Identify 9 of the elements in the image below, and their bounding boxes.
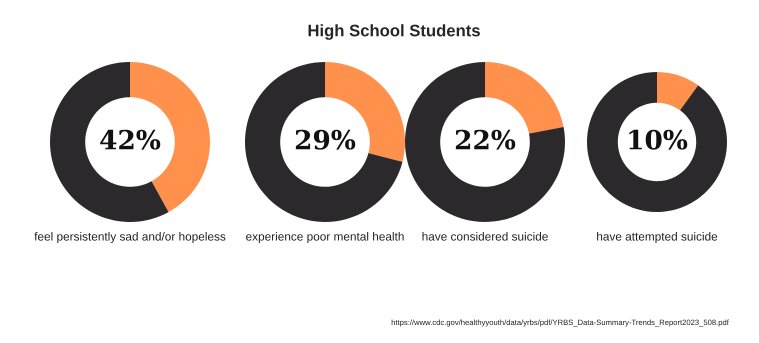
text: have considered suicide <box>422 232 548 241</box>
text: feel persistently sad and/or hopeless <box>34 232 226 244</box>
data-label: 42% <box>100 130 160 150</box>
data-label: 22% <box>456 130 516 150</box>
data-label: 10% <box>629 130 688 150</box>
data-label: 29% <box>296 130 356 150</box>
chart-title: High School Students <box>308 24 480 40</box>
text: experience poor mental health <box>246 232 404 244</box>
text: have attempted suicide <box>597 232 718 244</box>
